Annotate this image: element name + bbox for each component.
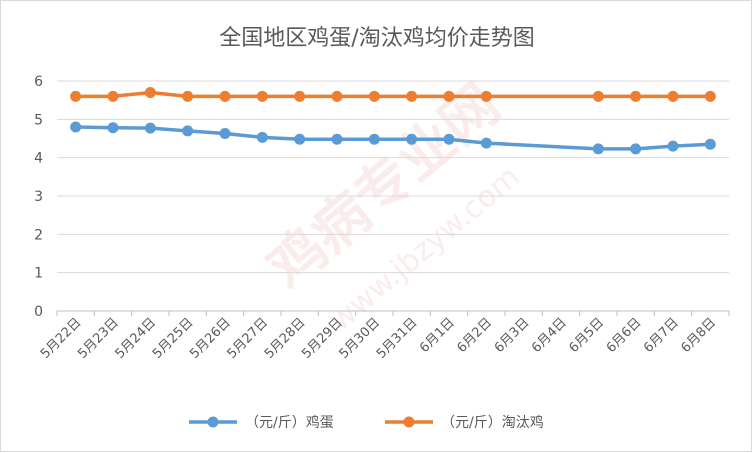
y-tick-label: 0 [34, 304, 43, 320]
x-tick-label: 6月2日 [454, 315, 495, 356]
data-point [480, 137, 492, 149]
data-point [592, 90, 604, 102]
data-point [592, 143, 604, 155]
data-point [667, 90, 679, 102]
series-group [70, 87, 716, 155]
x-tick-label: 6月4日 [529, 315, 570, 356]
data-point [294, 90, 306, 102]
data-point [182, 90, 194, 102]
x-axis: 5月22日5月23日5月24日5月25日5月26日5月27日5月28日5月29日… [38, 311, 730, 362]
data-point [406, 90, 418, 102]
x-tick-label: 5月22日 [38, 315, 85, 362]
y-axis: 0 1 2 3 4 5 6 [34, 74, 43, 320]
x-tick-label: 6月3日 [492, 315, 533, 356]
data-point [443, 90, 455, 102]
data-point [182, 125, 194, 137]
x-tick-label: 5月28日 [262, 315, 309, 362]
x-tick-label: 6月1日 [417, 315, 458, 356]
series-culled-hens [70, 87, 716, 102]
data-point [368, 133, 380, 145]
y-tick-label: 6 [34, 74, 43, 90]
data-point [331, 90, 343, 102]
data-point [70, 121, 82, 133]
x-tick-label: 6月6日 [604, 315, 645, 356]
data-point [368, 90, 380, 102]
data-point [144, 87, 156, 98]
x-tick-label: 5月25日 [150, 315, 197, 362]
data-point [480, 90, 492, 102]
data-point [704, 90, 716, 102]
data-point [219, 128, 231, 140]
watermark: 鸡病专业网 www.jbzyw.com [256, 72, 527, 338]
chart-title: 全国地区鸡蛋/淘汰鸡均价走势图 [219, 26, 534, 51]
data-point [406, 133, 418, 145]
x-tick-label: 6月5日 [566, 315, 607, 356]
legend-label: （元/斤）淘汰鸡 [441, 414, 544, 431]
data-point [144, 122, 156, 134]
data-point [704, 138, 716, 150]
data-point [294, 133, 306, 145]
legend: （元/斤）鸡蛋 （元/斤）淘汰鸡 [189, 414, 544, 431]
data-point [667, 140, 679, 152]
x-tick-label: 6月7日 [641, 315, 682, 356]
series-line [73, 90, 713, 99]
legend-label: （元/斤）鸡蛋 [245, 414, 334, 431]
data-point [443, 133, 455, 145]
series-eggs [70, 121, 716, 155]
data-point [630, 90, 642, 102]
legend-swatch-marker [403, 416, 415, 428]
y-tick-label: 2 [34, 227, 43, 243]
series-line [73, 125, 713, 151]
data-point [331, 133, 343, 145]
x-tick-label: 5月31日 [374, 315, 421, 362]
legend-swatch-marker [207, 416, 219, 428]
data-point [256, 90, 268, 102]
data-point [70, 90, 82, 102]
data-point [630, 143, 642, 155]
data-point [107, 90, 119, 102]
y-tick-label: 3 [34, 189, 43, 205]
data-point [256, 131, 268, 143]
data-point [107, 122, 119, 134]
y-tick-label: 1 [34, 266, 43, 282]
y-tick-label: 4 [34, 151, 43, 167]
x-tick-label: 6月8日 [678, 315, 719, 356]
data-point [219, 90, 231, 102]
y-tick-label: 5 [34, 112, 43, 128]
